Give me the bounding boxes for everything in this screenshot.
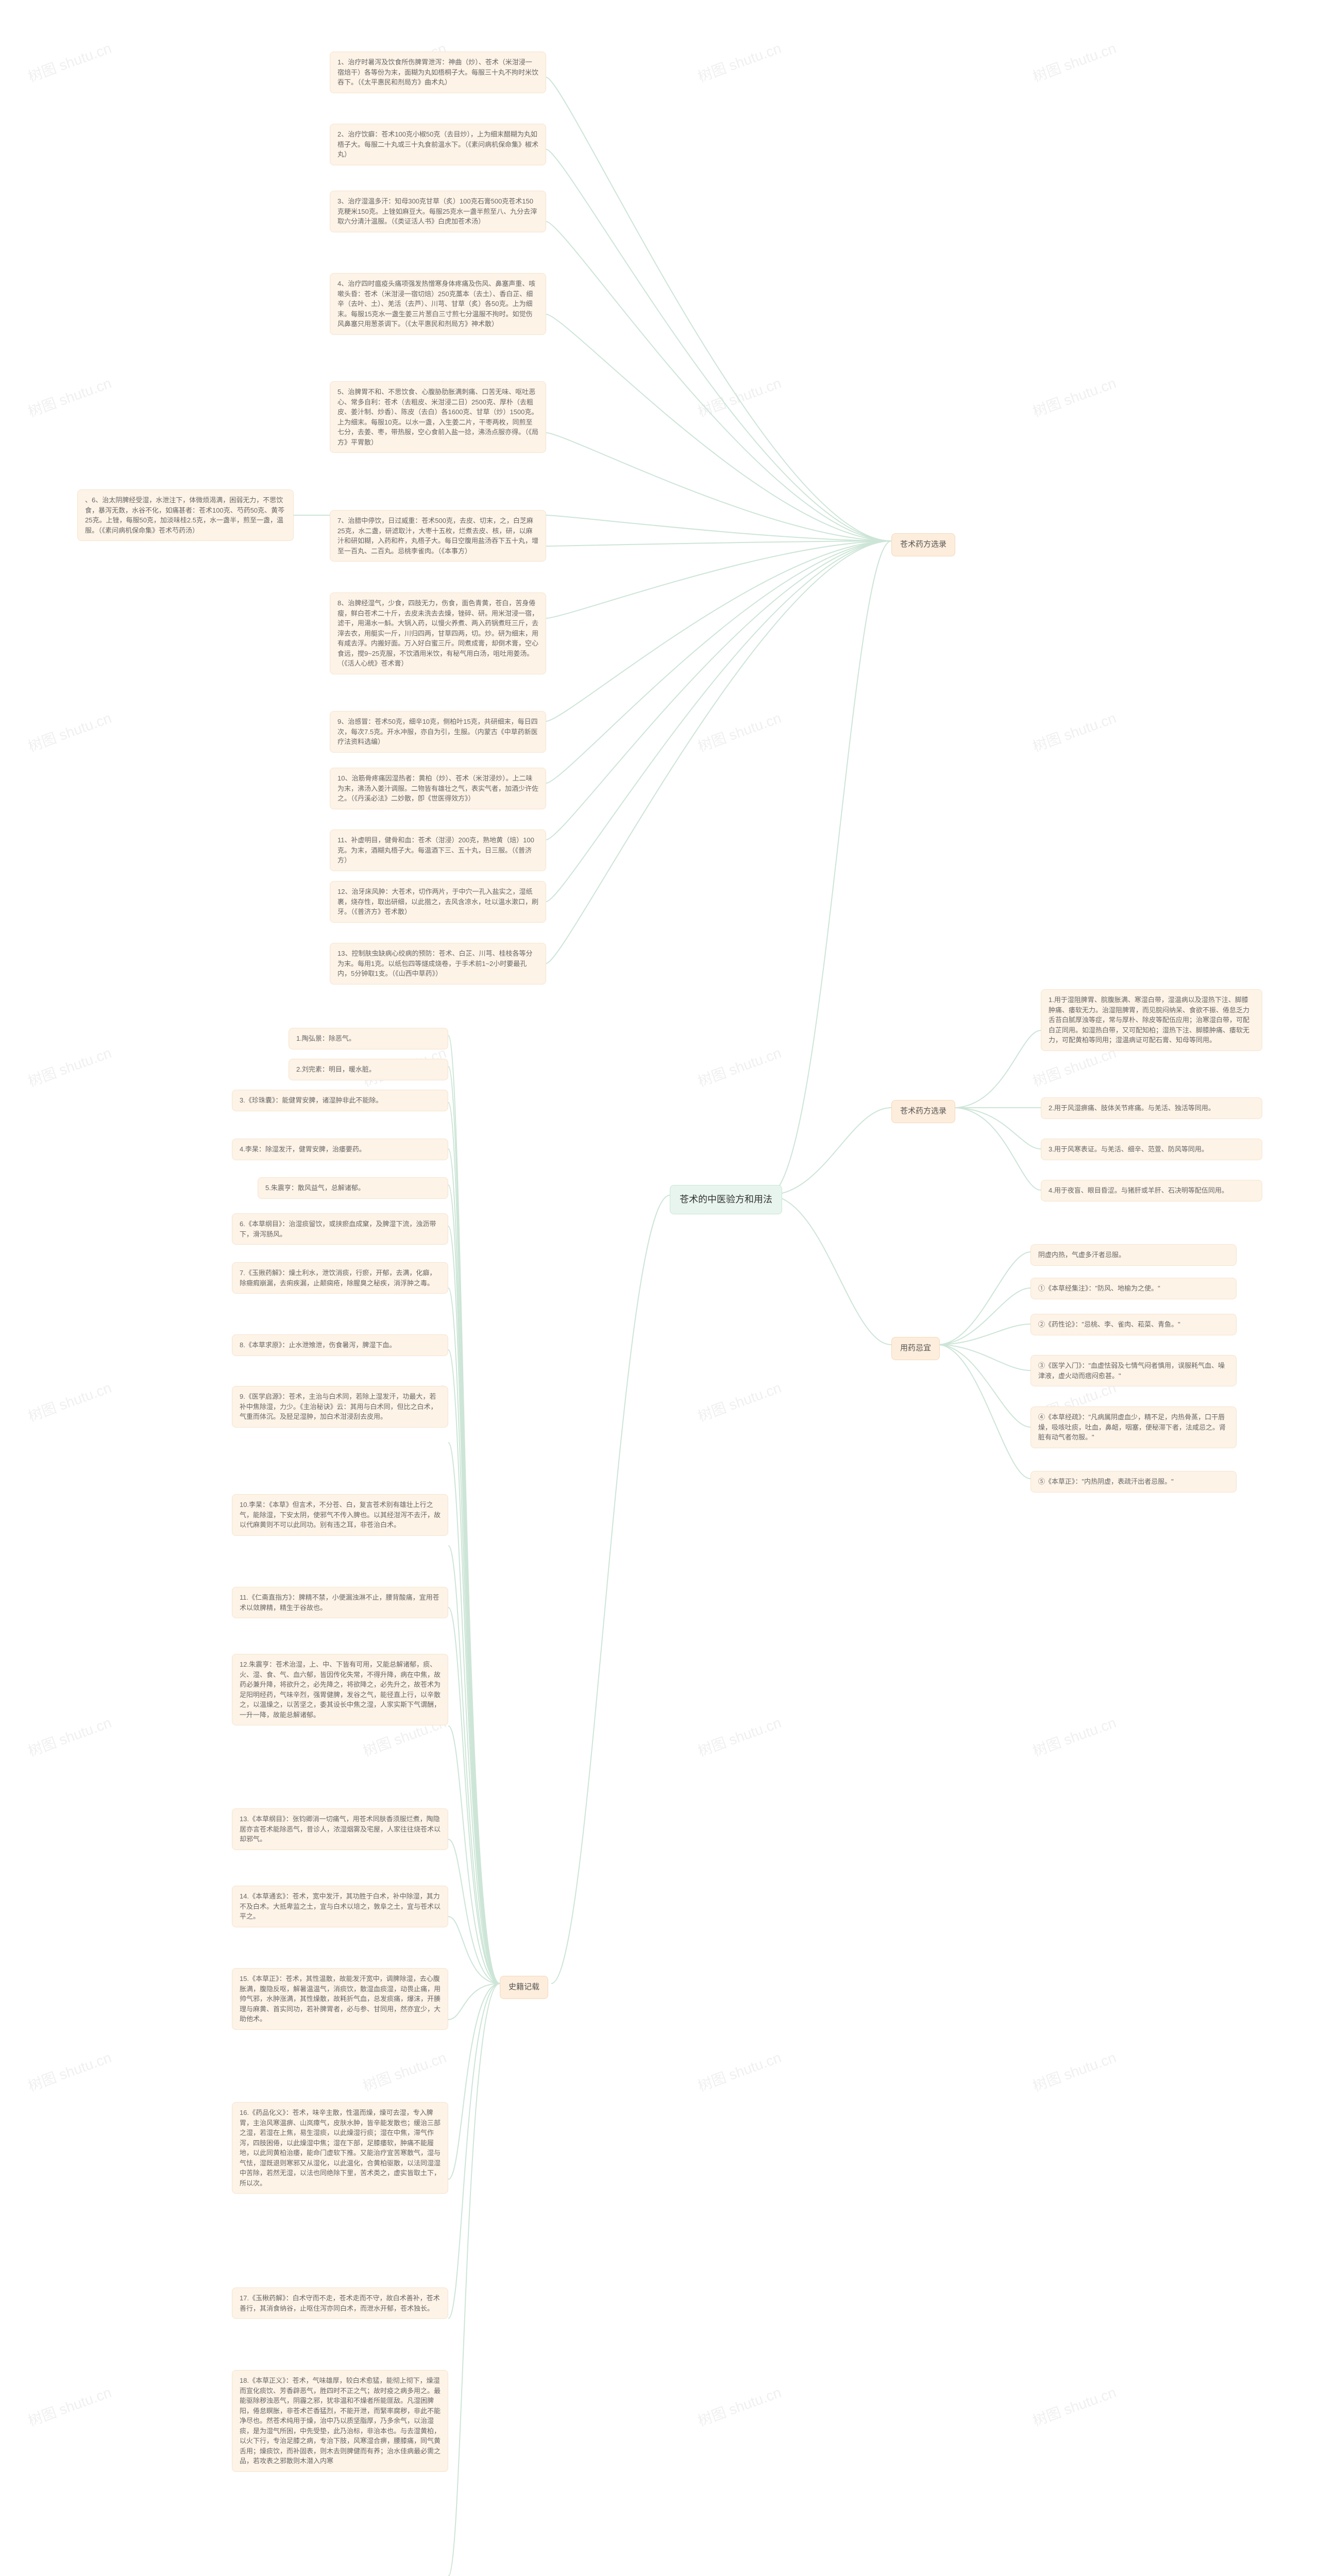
watermark-text: 树图 shutu.cn: [25, 707, 114, 756]
branch-fangxuan1[interactable]: 苍术药方选录: [891, 533, 955, 556]
watermark-text: 树图 shutu.cn: [1029, 372, 1119, 421]
leaf-fx1-n7: 7、治腊中停饮，日过威重：苍术500克，去皮、切末，之，白芝麻25克，水二盏，研…: [330, 510, 546, 562]
leaf-sj-n5: 5.朱震亨：散风益气，总解诸郁。: [258, 1177, 448, 1199]
watermark-text: 树图 shutu.cn: [695, 37, 784, 87]
leaf-sj-n17: 17.《玉楸药解》：白术守而不走，苍术走而不守，故白术善补，苍术善行，其消食纳谷…: [232, 2287, 448, 2319]
watermark-text: 树图 shutu.cn: [1029, 707, 1119, 756]
root-node[interactable]: 苍术的中医验方和用法: [670, 1185, 782, 1214]
leaf-fx1-n4: 4、治疗四时瘟疫头痛项强发热憎寒身体疼痛及伤风、鼻塞声重、咳嗽头昏：苍术（米泔浸…: [330, 273, 546, 335]
watermark-text: 树图 shutu.cn: [695, 372, 784, 421]
watermark-text: 树图 shutu.cn: [1029, 2046, 1119, 2096]
leaf-fx1-n1: 1、治疗时暑泻及饮食所伤脾胃泄泻：神曲（炒）、苍术（米泔浸一宿焙干）各等份为末，…: [330, 52, 546, 93]
leaf-fx1-n13: 13、控制肤虫缺病心绞病的预防：苍术、白芷、川芎、桂枝各等分为末。每用1克。以纸…: [330, 943, 546, 985]
watermark-text: 树图 shutu.cn: [360, 2046, 449, 2096]
leaf-sj-n1: 1.陶弘景：除恶气。: [289, 1028, 448, 1049]
watermark-text: 树图 shutu.cn: [695, 2381, 784, 2431]
leaf-sj-n8: 8.《本草求原》：止水泄飧泄，伤食暑泻，脾湿下血。: [232, 1334, 448, 1356]
leaf-fx1-n11: 11、补虚明目，健骨和血：苍术（泔浸）200克，熟地黄（焙）100克。为末，酒糊…: [330, 829, 546, 871]
leaf-sj-n11: 11.《仁斋直指方》：脾精不禁，小便漏浊淋不止，腰背酸痛，宜用苍术以敛脾精，精生…: [232, 1587, 448, 1618]
leaf-fx1-n5: 5、治脾胃不和、不思饮食、心腹胁肋胀满刺痛、口苦无味、呕吐恶心、常多自利：苍术（…: [330, 381, 546, 453]
watermark-text: 树图 shutu.cn: [1029, 1711, 1119, 1761]
leaf-fx2-n1: 1.用于湿阻脾胃、脘腹胀满、寒湿白带，湿温病以及湿热下注、脚膝肿痛、痿软无力。治…: [1041, 989, 1262, 1051]
leaf-sj-n4: 4.李杲：除湿发汗，健胃安脾，治痿要药。: [232, 1139, 448, 1160]
leaf-sj-n6: 6.《本草纲目》：治湿痰留饮，或挟瘀血成窠，及脾湿下流，浊沥带下，滑泻肠风。: [232, 1213, 448, 1245]
watermark-text: 树图 shutu.cn: [25, 2381, 114, 2431]
watermark-text: 树图 shutu.cn: [695, 1377, 784, 1426]
branch-jinji[interactable]: 用药忌宜: [891, 1337, 940, 1360]
leaf-fx1-n6: 、6、治太阴脾经受湿，水泄注下，体微烦渴满，困弱无力，不思饮食，暴泻无数，水谷不…: [77, 489, 294, 541]
leaf-jinji-n4: ④《本草经疏》："凡病属阴虚血少，精不足，内热骨蒸，口干唇燥，吸咳吐痰，吐血，鼻…: [1030, 1406, 1237, 1448]
leaf-jinji-n1: ①《本草经集注》："防风、地榆为之使。": [1030, 1278, 1237, 1299]
leaf-fx2-n3: 3.用于风寒表证。与羌活、细辛、范萱、防风等同用。: [1041, 1139, 1262, 1160]
watermark-text: 树图 shutu.cn: [695, 1042, 784, 1091]
watermark-text: 树图 shutu.cn: [25, 1377, 114, 1426]
leaf-jinji-header: 阴虚内热，气虚多汗者忌服。: [1030, 1244, 1237, 1266]
watermark-text: 树图 shutu.cn: [1029, 2381, 1119, 2431]
leaf-sj-n18: 18.《本草正义》：苍术，气味雄厚，较白术愈猛，能彻上彻下，燥湿而宣化痰饮、芳香…: [232, 2370, 448, 2472]
leaf-jinji-n2: ②《药性论》："忌桃、李、雀肉、菘菜、青鱼。": [1030, 1314, 1237, 1335]
watermark-text: 树图 shutu.cn: [25, 372, 114, 421]
watermark-text: 树图 shutu.cn: [25, 1711, 114, 1761]
leaf-fx1-n8: 8、治脾经湿气，少食，四肢无力，伤食，面色青黄，苍白，苦身倦瘦，鲜白苍术二十斤，…: [330, 592, 546, 674]
leaf-jinji-n3: ③《医学入门》："血虚怯弱及七情气闷者慎用，误服耗气血、噪津液，虚火动而痞闷愈甚…: [1030, 1355, 1237, 1386]
leaf-fx2-n2: 2.用于风湿痹痛、肢体关节疼痛。与羌活、独活等同用。: [1041, 1097, 1262, 1119]
leaf-sj-n13: 13.《本草纲目》：张钧卿消一切痛气，用苍术同肤香须服烂煮，陶隐居亦言苍术能除恶…: [232, 1808, 448, 1850]
watermark-text: 树图 shutu.cn: [695, 707, 784, 756]
leaf-sj-n10: 10.李杲：《本草》但言术，不分苍、白，复言苍术别有雄壮上行之气，能除湿，下安太…: [232, 1494, 448, 1536]
leaf-sj-n2: 2.刘完素：明目，暖水脏。: [289, 1059, 448, 1080]
leaf-sj-n7: 7.《玉揪药解》：燥土利水，泄饮消痰，行瘀，开郁，去满，化癖，除癥瘕崩漏，去痢疾…: [232, 1262, 448, 1294]
watermark-text: 树图 shutu.cn: [25, 37, 114, 87]
leaf-sj-n3: 3.《珍珠囊》：能健胃安脾，诸湿肿非此不能除。: [232, 1090, 448, 1111]
leaf-fx2-n4: 4.用于夜盲、眼目昏涩。与猪肝或羊肝、石决明等配伍同用。: [1041, 1180, 1262, 1201]
watermark-text: 树图 shutu.cn: [25, 1042, 114, 1091]
watermark-text: 树图 shutu.cn: [1029, 37, 1119, 87]
leaf-jinji-n5: ⑤《本草正》："内热阴虚，表疏汗出者忌服。": [1030, 1471, 1237, 1493]
watermark-text: 树图 shutu.cn: [695, 1711, 784, 1761]
leaf-fx1-n10: 10、治筋骨疼痛因湿热者：黄柏（炒）、苍术（米泔浸炒）。上二味为末，沸汤入姜汁调…: [330, 768, 546, 809]
leaf-sj-n12: 12.朱震亨：苍术治湿，上、中、下皆有可用，又能总解诸郁，痰、火、湿、食、气、血…: [232, 1654, 448, 1725]
leaf-sj-n16: 16.《药品化义》：苍术，味辛主散，性温而燥，燥可去湿，专入脾胃，主治风寒温痹、…: [232, 2102, 448, 2194]
leaf-sj-n9: 9.《医学启源》：苍术，主治与白术同，若除上湿发汗，功最大，若补中焦除湿，力少。…: [232, 1386, 448, 1428]
leaf-fx1-n2: 2、治疗饮癖：苍术100克小椒50克（去目炒），上为细末醋糊为丸如梧子大。每服二…: [330, 124, 546, 165]
watermark-text: 树图 shutu.cn: [25, 2046, 114, 2096]
leaf-sj-n14: 14.《本草通玄》：苍术，宽中发汗，其功胜于白术，补中除湿，其力不及白术。大抵卑…: [232, 1886, 448, 1927]
leaf-sj-n15: 15.《本草正》：苍术，其性温散，故能发汗宽中，调脾除湿，去心腹胀满，腹隐反呕，…: [232, 1968, 448, 2030]
leaf-fx1-n9: 9、治感冒：苍术50克，细辛10克，侧柏叶15克，共研细末，每日四次，每次7.5…: [330, 711, 546, 753]
leaf-fx1-n12: 12、治牙床风肿：大苍术，切作两片，于中穴一孔入盐实之，湿纸裹，烧存性，取出研细…: [330, 881, 546, 923]
branch-shiji[interactable]: 史籍记载: [500, 1976, 548, 1999]
leaf-fx1-n3: 3、治疗湿温多汗：知母300克甘草（炙）100克石膏500克苍术150克粳米15…: [330, 191, 546, 232]
watermark-text: 树图 shutu.cn: [695, 2046, 784, 2096]
branch-fangxuan2[interactable]: 苍术药方选录: [891, 1100, 955, 1123]
